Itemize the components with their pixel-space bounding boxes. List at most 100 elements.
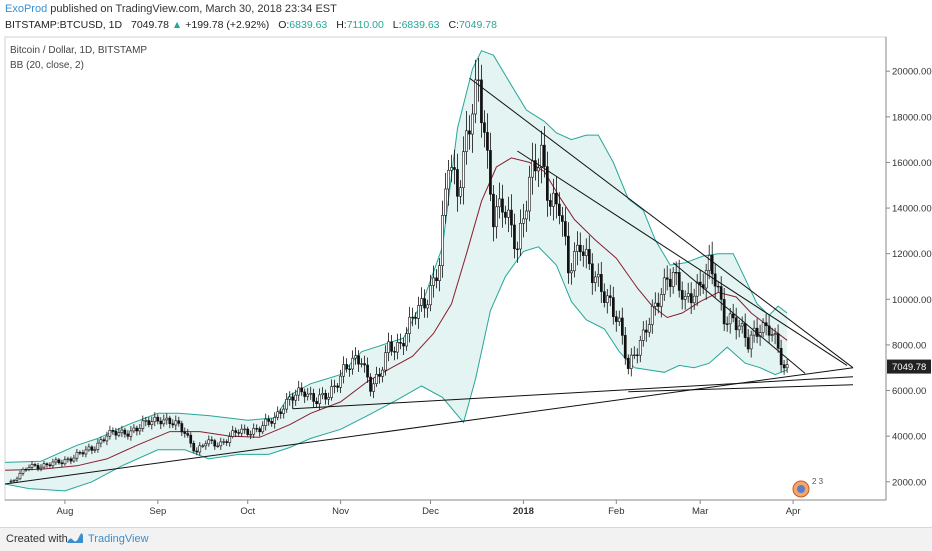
candle bbox=[27, 464, 31, 472]
candle bbox=[704, 263, 708, 300]
candle bbox=[536, 158, 540, 187]
tradingview-link[interactable]: TradingView bbox=[88, 533, 149, 545]
candle bbox=[231, 425, 235, 439]
candle bbox=[611, 286, 615, 325]
candle bbox=[255, 424, 259, 433]
candle bbox=[156, 414, 160, 425]
candle bbox=[668, 268, 672, 298]
candle bbox=[677, 259, 681, 298]
candle bbox=[716, 281, 720, 292]
candle bbox=[614, 310, 618, 332]
candle bbox=[81, 449, 85, 457]
candle bbox=[641, 321, 645, 347]
low-label: L: bbox=[392, 19, 402, 31]
trend-line[interactable] bbox=[517, 150, 848, 366]
candle bbox=[393, 346, 396, 361]
candle bbox=[282, 404, 286, 419]
candle bbox=[288, 391, 292, 406]
candle bbox=[39, 464, 43, 472]
candle bbox=[267, 415, 271, 426]
candle bbox=[489, 132, 492, 201]
y-tick-label: 16000.00 bbox=[892, 158, 932, 169]
candle bbox=[408, 306, 411, 343]
candle bbox=[599, 261, 603, 303]
candle bbox=[498, 182, 501, 219]
candle bbox=[51, 458, 55, 469]
candle bbox=[477, 58, 480, 102]
candle bbox=[198, 442, 202, 456]
candle bbox=[572, 242, 576, 278]
candle bbox=[183, 427, 187, 438]
candle bbox=[764, 313, 768, 336]
candle bbox=[563, 207, 567, 246]
candle bbox=[590, 253, 594, 295]
candle bbox=[312, 388, 316, 408]
candle bbox=[384, 345, 387, 376]
candle bbox=[510, 194, 513, 238]
y-tick-label: 12000.00 bbox=[892, 249, 932, 260]
trend-line[interactable] bbox=[469, 77, 854, 369]
candle bbox=[414, 312, 417, 325]
y-tick-label: 20000.00 bbox=[892, 67, 932, 78]
candle bbox=[378, 367, 381, 384]
candle bbox=[219, 437, 223, 450]
candle bbox=[495, 195, 498, 239]
trend-line[interactable] bbox=[672, 262, 806, 374]
candle bbox=[698, 270, 702, 296]
candle bbox=[285, 393, 289, 413]
candle bbox=[315, 397, 319, 407]
candle bbox=[132, 424, 136, 434]
events-icon[interactable]: 2 3 bbox=[792, 477, 824, 498]
trend-line[interactable] bbox=[292, 376, 854, 410]
candle bbox=[554, 176, 558, 219]
candle bbox=[324, 389, 328, 405]
ohlc-header: BITSTAMP:BTCUSD, 1D 7049.78 ▲ +199.78 (+… bbox=[5, 19, 497, 31]
trend-line[interactable] bbox=[628, 384, 854, 393]
candle bbox=[159, 417, 163, 429]
candle bbox=[375, 366, 378, 387]
candle bbox=[153, 412, 157, 427]
candle bbox=[396, 333, 399, 360]
candle bbox=[240, 424, 244, 437]
candle bbox=[659, 288, 663, 318]
candle bbox=[222, 438, 226, 445]
candle bbox=[252, 423, 256, 438]
candle bbox=[438, 258, 441, 292]
candle bbox=[12, 479, 16, 483]
candle bbox=[123, 427, 127, 438]
candle bbox=[671, 267, 675, 294]
candle bbox=[195, 447, 199, 456]
candle bbox=[722, 288, 726, 332]
candle bbox=[135, 425, 139, 436]
author-link[interactable]: ExoProd bbox=[5, 3, 48, 15]
candle bbox=[210, 436, 214, 445]
events-count: 2 3 bbox=[812, 477, 824, 486]
candle bbox=[63, 456, 67, 466]
candle bbox=[372, 378, 375, 399]
bb-basis-line bbox=[4, 157, 788, 471]
candle bbox=[399, 333, 402, 350]
candle bbox=[48, 462, 52, 468]
candle bbox=[468, 115, 471, 150]
trend-line[interactable] bbox=[4, 367, 854, 485]
candle bbox=[471, 104, 474, 153]
candle bbox=[566, 222, 570, 284]
candle bbox=[387, 332, 390, 362]
candle bbox=[426, 299, 429, 318]
candle bbox=[707, 244, 711, 280]
candle bbox=[420, 287, 423, 312]
candle bbox=[626, 354, 630, 375]
candle bbox=[189, 432, 193, 448]
candle bbox=[447, 160, 450, 206]
candle bbox=[432, 265, 435, 298]
candle bbox=[84, 446, 88, 458]
open-value: 6839.63 bbox=[289, 19, 328, 31]
candle bbox=[402, 337, 405, 355]
candle bbox=[366, 357, 369, 383]
x-tick-label: Sep bbox=[149, 506, 166, 517]
candle bbox=[522, 203, 525, 238]
price-chart[interactable]: 2000.00 4000.00 6000.00 8000.00 10000.00 1200… bbox=[0, 0, 932, 527]
candle bbox=[632, 346, 636, 360]
candle bbox=[351, 350, 355, 375]
candle bbox=[162, 414, 166, 427]
